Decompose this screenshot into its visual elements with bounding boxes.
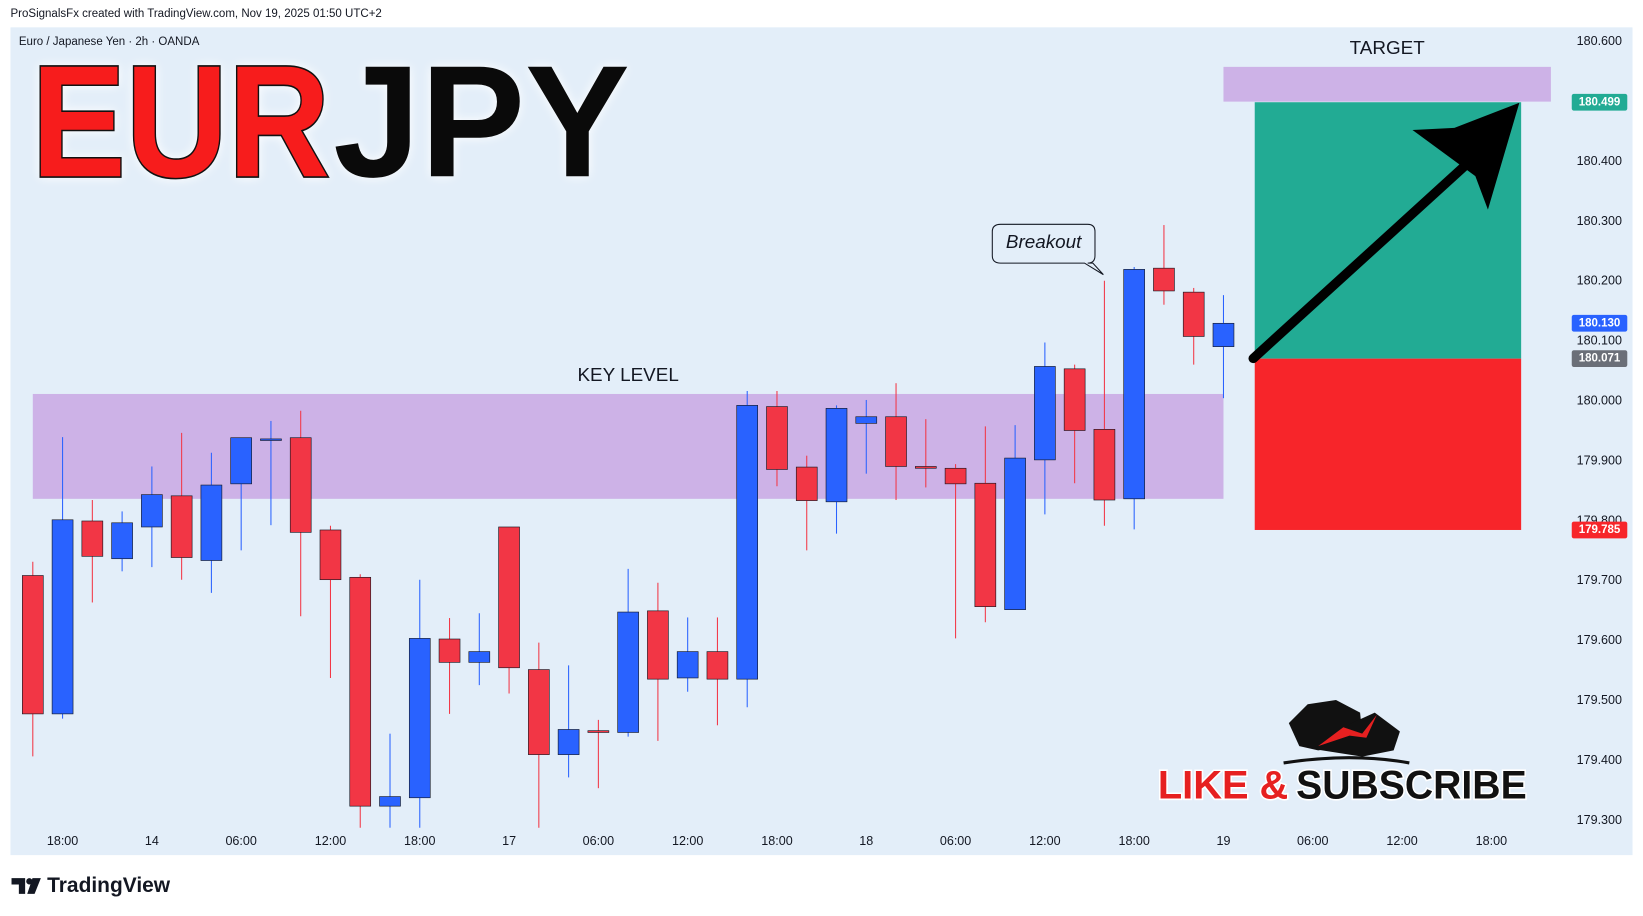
promo-subscribe: SUBSCRIBE [1296,764,1527,808]
arrow-shaft [1248,142,1491,364]
price-label-box [1571,93,1628,111]
candle-body [974,482,997,607]
callout-bubble [991,223,1104,276]
candle-body [230,437,252,485]
candle-body [200,484,223,561]
price-label: 179.785 [1579,524,1621,536]
price-label: 180.499 [1579,96,1621,108]
price-label-box [1571,350,1628,368]
candle-body [915,466,937,469]
title-jpy: JPY [333,32,630,210]
candle-body [676,651,699,679]
x-tick-label: 18:00 [761,834,792,848]
brand-name: TradingView [47,874,171,897]
y-tick-label: 179.500 [1577,693,1622,707]
candle-body [468,651,491,663]
candle-body [349,576,372,807]
candle-body [438,638,461,663]
candle-body [557,729,580,755]
zone-label: TARGET [1350,37,1426,58]
title-eur: EUR [31,32,330,210]
candle-body [141,494,163,528]
bull-bear-logo [1283,700,1410,765]
candle-body [51,519,74,715]
x-tick-label: 12:00 [315,834,346,848]
y-tick-label: 180.000 [1577,393,1622,407]
price-label-box [1571,521,1628,539]
y-tick-label: 180.100 [1577,334,1622,348]
y-tick-label: 179.900 [1577,453,1622,467]
x-tick-label: 12:00 [1029,834,1060,848]
x-tick-label: 18 [859,834,873,848]
y-tick-label: 180.200 [1577,274,1622,288]
x-tick-label: 06:00 [583,834,614,848]
candle-body [1004,457,1026,610]
candle-body [528,669,550,755]
loss-zone [1254,358,1522,530]
candle-body [647,610,669,680]
callout-text: Breakout [1006,231,1082,252]
candle-body [1212,322,1235,347]
x-tick-label: 12:00 [672,834,703,848]
y-tick-label: 179.600 [1577,633,1622,647]
zone [1223,66,1551,102]
y-tick-label: 179.700 [1577,573,1622,587]
x-tick-label: 06:00 [940,834,971,848]
candle-body [766,406,788,470]
candle-body [22,575,44,715]
candle-body [81,520,104,557]
candle-body [587,730,610,733]
candle-body [319,529,342,581]
price-label: 180.130 [1579,317,1621,329]
overlay [1248,102,1520,364]
attribution: ProSignalsFx created with TradingView.co… [10,8,381,20]
x-tick-label: 12:00 [1386,834,1417,848]
candle-body [170,495,193,558]
candle-body [1182,291,1205,337]
arrow-head [1412,102,1520,210]
x-tick-label: 17 [502,834,516,848]
candle-body [1063,368,1086,431]
candle-body [795,466,818,501]
candle-body [1153,267,1175,292]
price-label-box [1571,314,1628,332]
y-tick-label: 179.300 [1577,813,1622,827]
candle-body [706,651,729,680]
x-tick-label: 18:00 [47,834,78,848]
x-tick-label: 06:00 [225,834,256,848]
candle-body [260,438,282,441]
y-tick-label: 180.400 [1577,154,1622,168]
candle-body [885,416,907,467]
zone-label: KEY LEVEL [577,364,678,385]
x-tick-label: 18:00 [1118,834,1149,848]
y-tick-label: 179.400 [1577,753,1622,767]
candle-body [736,405,758,680]
candle-body [498,526,520,669]
candle-body [408,638,431,799]
candle-body [1034,366,1056,461]
brand-logo [11,878,41,894]
candle-body [379,796,401,807]
y-tick-label: 180.600 [1577,34,1622,48]
candle-body [111,522,133,560]
candle-body [825,408,848,503]
symbol-info: Euro / Japanese Yen · 2h · OANDA [19,36,200,48]
x-tick-label: 19 [1216,834,1230,848]
candle-body [1123,269,1145,500]
x-tick-label: 18:00 [404,834,435,848]
y-tick-label: 180.300 [1577,214,1622,228]
candle-body [617,611,639,733]
candle-body [289,437,312,533]
x-tick-label: 14 [145,834,159,848]
candle-body [1093,429,1116,501]
x-tick-label: 18:00 [1476,834,1507,848]
candle-body [855,416,878,424]
x-tick-label: 06:00 [1297,834,1328,848]
candle-body [944,467,967,485]
price-label: 180.071 [1579,353,1621,365]
promo-like: LIKE & [1158,764,1288,808]
